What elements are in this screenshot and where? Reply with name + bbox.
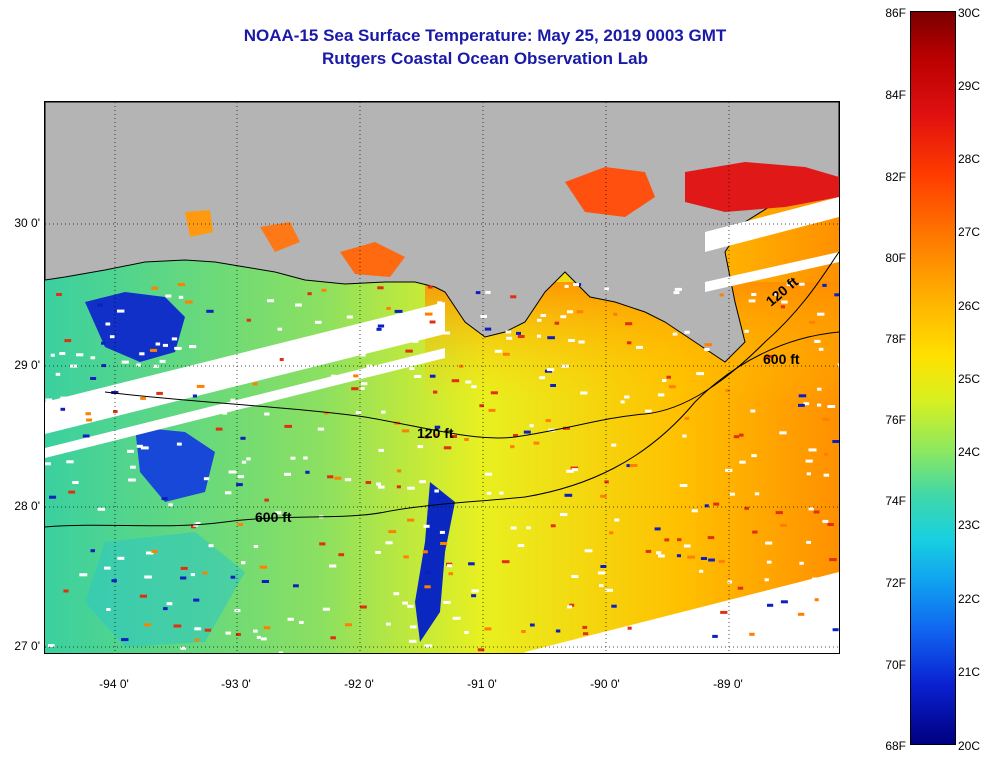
sst-map: 120 ft 600 ft 600 ft 120 ft — [44, 101, 840, 654]
lat-label-29: 29 0' — [14, 358, 40, 372]
lat-label-28: 28 0' — [14, 499, 40, 513]
colorbar-c-label: 21C — [958, 665, 981, 679]
lon-label-93: -93 0' — [221, 677, 251, 691]
colorbar-c-label: 27C — [958, 225, 981, 239]
cold-pool-west2 — [135, 427, 215, 502]
lon-label-89: -89 0' — [713, 677, 743, 691]
lon-label-94: -94 0' — [99, 677, 129, 691]
map-subtitle: Rutgers Coastal Ocean Observation Lab — [322, 49, 648, 68]
lat-label-27: 27 0' — [14, 639, 40, 653]
isobath-120ft — [104, 251, 839, 439]
missing-data-swath-4 — [705, 252, 839, 292]
cold-filament — [415, 482, 455, 642]
isobath-600ft — [45, 331, 839, 528]
colorbar-f-label: 72F — [885, 576, 906, 590]
colorbar-f-label: 68F — [885, 739, 906, 753]
lon-label-90: -90 0' — [590, 677, 620, 691]
land-area — [45, 102, 839, 363]
contour-label-600ft: 600 ft — [255, 509, 292, 525]
colorbar-c-label: 30C — [958, 6, 981, 20]
warm-lake-2 — [685, 162, 839, 212]
cool-patch-south — [85, 532, 245, 647]
missing-data-swath-2 — [45, 348, 445, 458]
colorbar-f-label: 82F — [885, 170, 906, 184]
warm-lake-4 — [260, 222, 300, 252]
lat-label-30: 30 0' — [14, 216, 40, 230]
colorbar-c-label: 28C — [958, 152, 981, 166]
colorbar-f-label: 78F — [885, 332, 906, 346]
lon-label-92: -92 0' — [344, 677, 374, 691]
colorbar-c-label: 25C — [958, 372, 981, 386]
contour-label-120ft: 120 ft — [417, 425, 454, 441]
warm-lake-5 — [185, 210, 213, 237]
colorbar-f-label: 80F — [885, 251, 906, 265]
missing-data-swath-3 — [705, 197, 839, 252]
colorbar-f-label: 70F — [885, 658, 906, 672]
colorbar-c-label: 29C — [958, 79, 981, 93]
colorbar-c-label: 20C — [958, 739, 981, 753]
lon-label-91: -91 0' — [467, 677, 497, 691]
colorbar-f-label: 74F — [885, 494, 906, 508]
colorbar-c-label: 24C — [958, 445, 981, 459]
speckle-noise — [45, 282, 839, 653]
map-title: NOAA-15 Sea Surface Temperature: May 25,… — [243, 26, 727, 45]
colorbar-c-label: 26C — [958, 299, 981, 313]
colorbar-f-label: 86F — [885, 6, 906, 20]
missing-data-swath-1 — [45, 302, 445, 434]
temperature-colorbar — [910, 11, 956, 745]
colorbar-f-label: 76F — [885, 413, 906, 427]
contour-label-600ft-east: 600 ft — [763, 351, 800, 367]
missing-data-swath-5 — [525, 572, 839, 653]
colorbar-c-label: 22C — [958, 592, 981, 606]
warm-lake-1 — [565, 167, 655, 217]
colorbar-c-label: 23C — [958, 518, 981, 532]
colorbar-f-label: 84F — [885, 88, 906, 102]
warm-lake-3 — [340, 242, 405, 277]
